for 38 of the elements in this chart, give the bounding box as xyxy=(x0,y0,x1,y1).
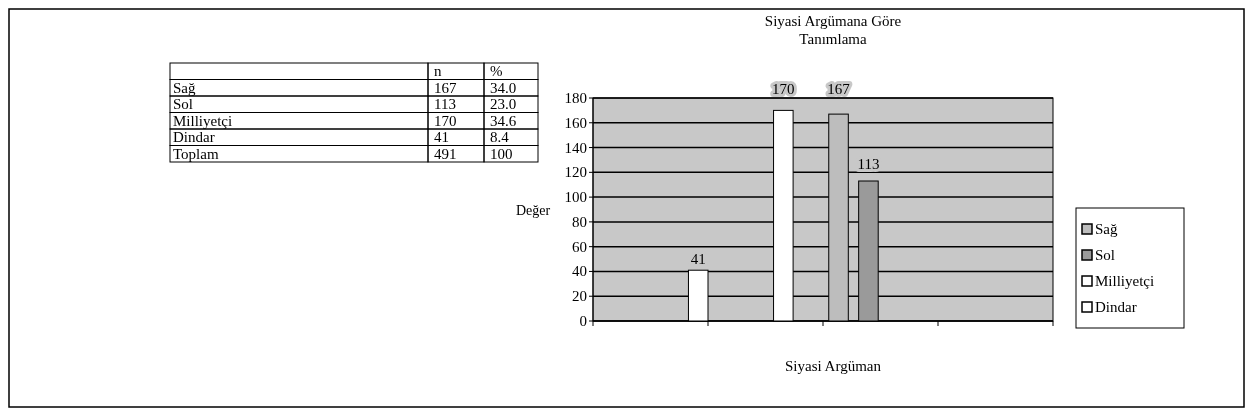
category-label: Sağ xyxy=(173,79,196,96)
legend-label: Sağ xyxy=(1095,221,1118,237)
data-label: 41 xyxy=(434,129,449,145)
legend-label: Milliyetçi xyxy=(1095,273,1155,289)
category-label: Sol xyxy=(173,96,194,112)
x-axis-title: Siyasi Argüman xyxy=(785,358,882,374)
legend-label: Dindar xyxy=(1095,299,1137,315)
data-label: 113 xyxy=(434,96,456,112)
data-label: 167 xyxy=(827,81,851,98)
data-label: 170 xyxy=(772,81,795,98)
y-tick-label: 80 xyxy=(572,213,587,230)
data-label: 34.0 xyxy=(490,79,517,96)
data-label: 491 xyxy=(434,145,457,162)
data-label: 23.0 xyxy=(490,96,517,112)
legend-label: Sol xyxy=(1095,247,1116,263)
data-label: 167 xyxy=(434,79,457,96)
data-label: 8.4 xyxy=(490,129,510,145)
data-label: 100 xyxy=(490,145,513,162)
y-tick-label: 160 xyxy=(564,114,587,131)
chart-title: Siyasi Argümana Göre Tanımlama xyxy=(764,13,902,47)
data-label: 113 xyxy=(857,156,880,173)
y-tick-label: 180 xyxy=(564,90,587,106)
y-tick-label: 60 xyxy=(572,238,587,255)
data-label: 41 xyxy=(690,251,706,268)
y-tick-label: 100 xyxy=(564,189,587,206)
category-label: Milliyetçi xyxy=(173,112,233,129)
category-label: Toplam xyxy=(173,145,219,162)
data-label: 34.6 xyxy=(490,112,517,129)
y-tick-label: 0 xyxy=(579,313,587,329)
y-axis-title: Değer xyxy=(515,202,551,218)
data-label: 170 xyxy=(434,112,457,129)
legend-label: % xyxy=(490,63,503,79)
text: n xyxy=(434,63,442,79)
y-tick-label: 40 xyxy=(572,263,587,280)
y-tick-label: 120 xyxy=(564,164,587,181)
y-tick-label: 140 xyxy=(564,139,587,156)
category-label: Dindar xyxy=(173,129,215,145)
y-tick-label: 20 xyxy=(572,288,587,305)
